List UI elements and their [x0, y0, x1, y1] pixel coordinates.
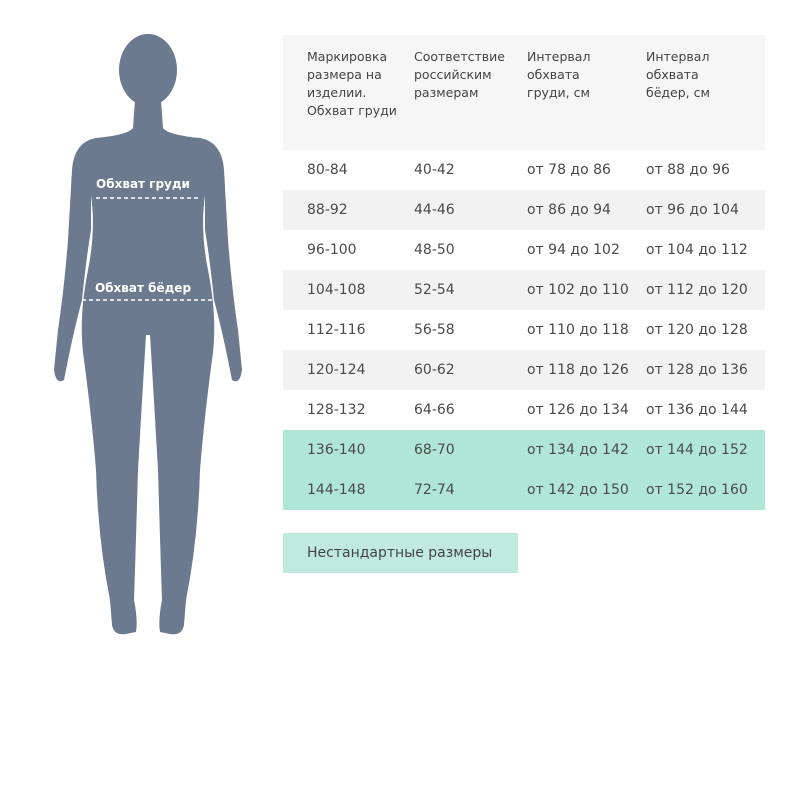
- cell-russian-size: 72-74: [414, 482, 455, 498]
- cell-chest: от 94 до 102: [527, 242, 620, 258]
- table-row: 112-116 56-58 от 110 до 118 от 120 до 128: [283, 310, 765, 350]
- header-hips: Интервал обхвата бёдер, см: [646, 49, 710, 100]
- body-silhouette: [54, 34, 242, 635]
- cell-marking: 112-116: [307, 322, 366, 338]
- cell-chest: от 102 до 110: [527, 282, 629, 298]
- cell-hips: от 112 до 120: [646, 282, 748, 298]
- table-row: 120-124 60-62 от 118 до 126 от 128 до 136: [283, 350, 765, 390]
- cell-russian-size: 52-54: [414, 282, 455, 298]
- cell-marking: 120-124: [307, 362, 366, 378]
- nonstandard-sizes-button[interactable]: Нестандартные размеры: [283, 533, 518, 573]
- cell-chest: от 142 до 150: [527, 482, 629, 498]
- cell-hips: от 120 до 128: [646, 322, 748, 338]
- header-chest: Интервал обхвата груди, см: [527, 49, 591, 100]
- cell-chest: от 118 до 126: [527, 362, 629, 378]
- cell-marking: 128-132: [307, 402, 366, 418]
- cell-marking: 96-100: [307, 242, 357, 258]
- head: [119, 34, 177, 106]
- table-row: 104-108 52-54 от 102 до 110 от 112 до 120: [283, 270, 765, 310]
- size-table: Маркировка размера на изделии. Обхват гр…: [283, 35, 765, 510]
- cell-russian-size: 60-62: [414, 362, 455, 378]
- cell-hips: от 104 до 112: [646, 242, 748, 258]
- hips-label: Обхват бёдер: [94, 281, 192, 295]
- table-row: 128-132 64-66 от 126 до 134 от 136 до 144: [283, 390, 765, 430]
- cell-hips: от 96 до 104: [646, 202, 739, 218]
- table-row: 88-92 44-46 от 86 до 94 от 96 до 104: [283, 190, 765, 230]
- cell-marking: 136-140: [307, 442, 366, 458]
- cell-hips: от 128 до 136: [646, 362, 748, 378]
- cell-marking: 104-108: [307, 282, 366, 298]
- cell-marking: 80-84: [307, 162, 348, 178]
- cell-russian-size: 48-50: [414, 242, 455, 258]
- cell-russian-size: 40-42: [414, 162, 455, 178]
- cell-hips: от 152 до 160: [646, 482, 748, 498]
- cell-russian-size: 68-70: [414, 442, 455, 458]
- cell-marking: 88-92: [307, 202, 348, 218]
- table-row: 80-84 40-42 от 78 до 86 от 88 до 96: [283, 150, 765, 190]
- cell-chest: от 86 до 94: [527, 202, 611, 218]
- table-row: 144-148 72-74 от 142 до 150 от 152 до 160: [283, 470, 765, 510]
- cell-marking: 144-148: [307, 482, 366, 498]
- cell-chest: от 110 до 118: [527, 322, 629, 338]
- cell-chest: от 126 до 134: [527, 402, 629, 418]
- cell-chest: от 78 до 86: [527, 162, 611, 178]
- cell-hips: от 136 до 144: [646, 402, 748, 418]
- cell-russian-size: 64-66: [414, 402, 455, 418]
- cell-chest: от 134 до 142: [527, 442, 629, 458]
- cell-russian-size: 44-46: [414, 202, 455, 218]
- header-russian-size: Соответствие российским размерам: [414, 49, 505, 100]
- table-row: 96-100 48-50 от 94 до 102 от 104 до 112: [283, 230, 765, 270]
- body: [54, 100, 242, 635]
- chest-label: Обхват груди: [96, 177, 190, 191]
- cell-hips: от 88 до 96: [646, 162, 730, 178]
- table-header: Маркировка размера на изделии. Обхват гр…: [283, 35, 765, 150]
- cell-hips: от 144 до 152: [646, 442, 748, 458]
- header-marking: Маркировка размера на изделии. Обхват гр…: [307, 49, 397, 118]
- cell-russian-size: 56-58: [414, 322, 455, 338]
- table-row: 136-140 68-70 от 134 до 142 от 144 до 152: [283, 430, 765, 470]
